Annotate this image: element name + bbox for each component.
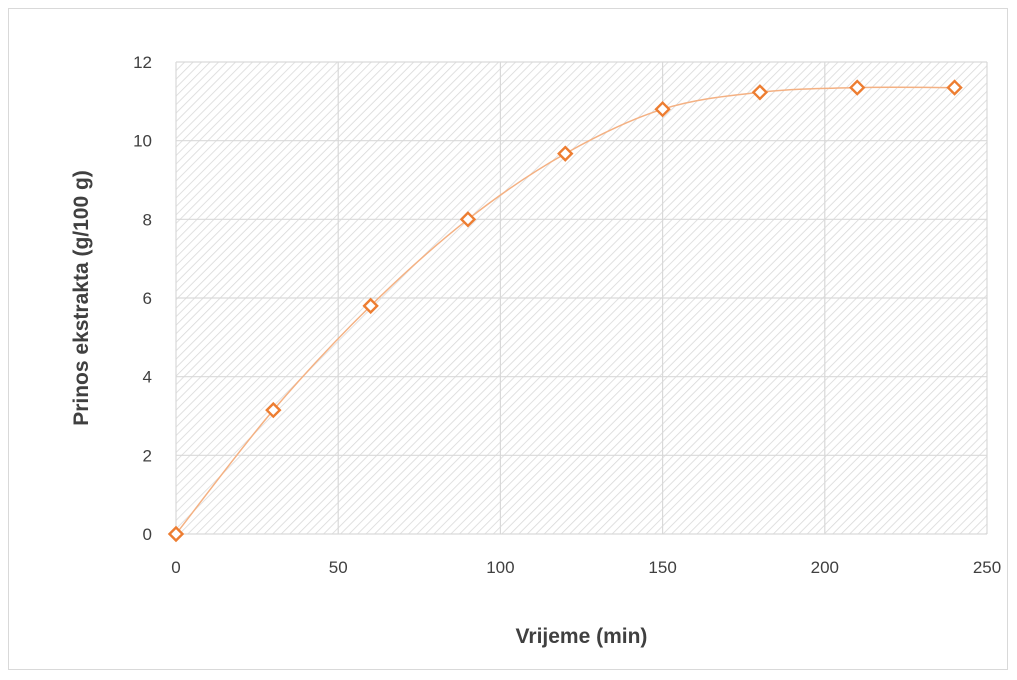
y-tick-label: 6 <box>143 289 152 308</box>
data-point <box>751 84 769 101</box>
x-tick-label: 50 <box>329 558 348 577</box>
x-tick-label: 0 <box>171 558 180 577</box>
y-tick-label: 8 <box>143 210 152 229</box>
x-tick-label: 200 <box>811 558 839 577</box>
x-axis-ticks: 0 50 100 150 200 250 <box>171 558 1001 577</box>
gridlines <box>175 61 988 535</box>
series-points <box>167 79 963 543</box>
data-point <box>946 79 963 96</box>
series-line <box>175 86 955 535</box>
x-tick-label: 250 <box>973 558 1001 577</box>
y-tick-label: 4 <box>143 368 152 387</box>
y-tick-label: 2 <box>143 446 152 465</box>
y-axis-title: Prinos ekstrakta (g/100 g) <box>70 170 93 426</box>
data-point <box>557 145 574 162</box>
data-point <box>459 211 477 228</box>
data-point <box>265 401 282 419</box>
data-point <box>362 297 379 315</box>
x-axis-title: Vrijeme (min) <box>516 625 648 648</box>
x-tick-label: 150 <box>648 558 676 577</box>
y-tick-label: 10 <box>133 132 152 151</box>
data-point <box>654 101 671 118</box>
x-tick-label: 100 <box>486 558 514 577</box>
data-point <box>849 79 866 96</box>
y-tick-label: 12 <box>133 53 152 72</box>
y-tick-label: 0 <box>143 525 152 544</box>
data-point <box>167 525 185 543</box>
y-axis-ticks: 0 2 4 6 8 10 12 <box>133 53 152 544</box>
